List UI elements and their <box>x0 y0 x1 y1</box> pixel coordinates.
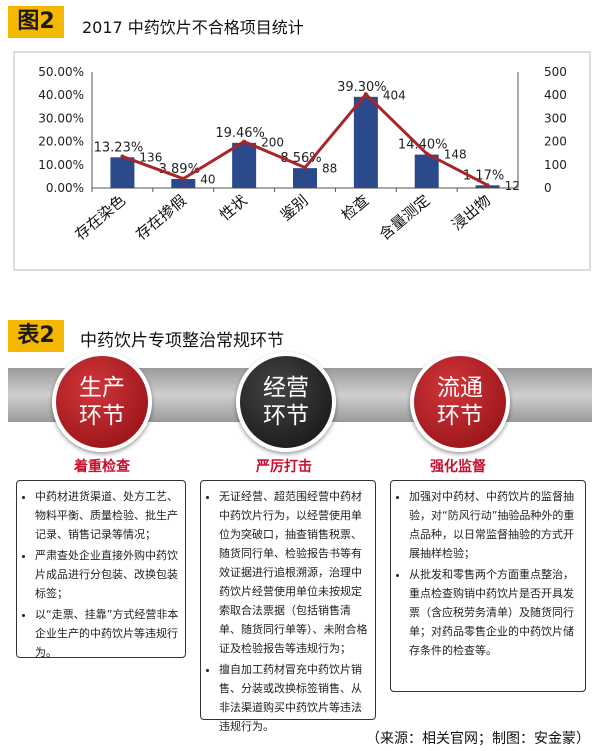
stage-circulation-circle: 流通 环节 <box>410 352 510 452</box>
bar-data-label: 13.23% <box>94 140 144 155</box>
bar-data-label: 39.30% <box>337 80 387 95</box>
stage-production-circle: 生产 环节 <box>52 352 152 452</box>
bar <box>353 96 378 188</box>
list-item: 从批发和零售两个方面重点整治，重点检查购销中药饮片是否开具发票（含应税劳务清单）… <box>409 565 579 660</box>
left-axis-tick-label: 30.00% <box>38 111 84 125</box>
line-point <box>363 92 368 97</box>
stage-production-heading: 着重检查 <box>74 459 130 475</box>
category-label: 浸出物 <box>448 191 494 234</box>
left-axis-tick-label: 50.00% <box>38 65 84 79</box>
stage-circulation-suffix: 环节 <box>437 403 483 429</box>
left-axis-tick-label: 40.00% <box>38 88 84 102</box>
category-label: 性状 <box>216 191 251 224</box>
bar-data-label: 14.40% <box>398 138 448 153</box>
figure-tag: 图2 <box>8 6 64 38</box>
line-data-label: 136 <box>139 150 162 164</box>
list-item: 加强对中药材、中药饮片的监督抽验，对“防风行动”抽验品种外的重点品种，以日常监督… <box>409 487 579 563</box>
line-point <box>424 151 429 156</box>
bar <box>171 178 196 188</box>
line-data-label: 40 <box>200 173 215 187</box>
list-item: 擅自加工药材冒充中药饮片销售、分装或改换标签销售、从非法渠道购买中药饮片等违法违… <box>219 660 369 736</box>
right-axis-tick-label: 0 <box>544 181 552 195</box>
list-item: 中药材进货渠道、处方工艺、物料平衡、质量检验、批生产记录、销售记录等情况； <box>35 487 179 544</box>
stage-business-box: 无证经营、超范围经营中药材中药饮片行为，以经营使用单位为突破口，抽查销售税票、随… <box>200 480 376 733</box>
category-label: 检查 <box>338 191 373 224</box>
chart-title: 2017 中药饮片不合格项目统计 <box>82 18 304 37</box>
bar <box>414 154 439 188</box>
stage-circulation-name: 流通 <box>437 375 483 401</box>
left-axis-tick-label: 0.00% <box>46 181 84 195</box>
line-data-label: 200 <box>261 136 284 150</box>
table-title: 中药饮片专项整治常规环节 <box>80 331 284 351</box>
category-label: 存在掺假 <box>132 191 190 243</box>
list-item: 以“走票、挂靠”方式经营非本企业生产的中药饮片等违规行为。 <box>35 605 179 662</box>
list-item: 严肃查处企业直接外购中药饮片成品进行分包装、改换包装标签； <box>35 546 179 603</box>
bar-data-label: 1.17% <box>463 168 504 183</box>
stage-business-circle: 经营 环节 <box>236 352 336 452</box>
line-data-label: 12 <box>505 179 520 193</box>
stage-business-name: 经营 <box>263 375 309 401</box>
combo-chart: 0.00% 10.00% 20.00% 30.00% 40.00% 50.00% 0 100 2… <box>13 51 591 271</box>
source-note: （来源：相关官网；制图：安金蒙） <box>366 731 590 747</box>
line-point <box>181 176 186 181</box>
chart-frame <box>13 51 591 271</box>
bar <box>293 168 317 188</box>
line-data-label: 148 <box>444 148 467 162</box>
bar-data-label: 3.89% <box>159 162 200 177</box>
stage-circulation-heading: 强化监督 <box>430 459 486 475</box>
stage-production-name: 生产 <box>79 375 125 401</box>
line-point <box>485 183 490 188</box>
stage-production-box: 中药材进货渠道、处方工艺、物料平衡、质量检验、批生产记录、销售记录等情况； 严肃… <box>16 480 186 659</box>
right-axis-tick-label: 500 <box>544 65 567 79</box>
line-point <box>242 139 247 144</box>
list-item: 无证经营、超范围经营中药材中药饮片行为，以经营使用单位为突破口，抽查销售税票、随… <box>219 487 369 658</box>
bar-data-label: 19.46% <box>215 126 265 141</box>
stage-business-heading: 严厉打击 <box>256 459 312 475</box>
category-label: 含量测定 <box>376 191 434 243</box>
line-data-label: 88 <box>322 162 337 176</box>
category-label: 鉴别 <box>277 191 312 224</box>
bar <box>232 142 257 188</box>
right-axis-tick-label: 100 <box>544 158 567 172</box>
line-point <box>303 165 307 170</box>
stage-circulation-box: 加强对中药材、中药饮片的监督抽验，对“防风行动”抽验品种外的重点品种，以日常监督… <box>390 480 586 692</box>
right-axis-tick-label: 300 <box>544 111 567 125</box>
stage-business-suffix: 环节 <box>263 403 309 429</box>
right-axis-tick-label: 200 <box>544 135 567 149</box>
line-data-label: 404 <box>383 88 406 102</box>
category-label: 存在染色 <box>71 191 129 243</box>
bar <box>110 157 135 188</box>
stage-production-suffix: 环节 <box>79 403 125 429</box>
line-point <box>120 154 125 159</box>
left-axis-tick-label: 20.00% <box>38 135 84 149</box>
left-axis-tick-label: 10.00% <box>38 158 84 172</box>
right-axis-tick-label: 400 <box>544 88 567 102</box>
table-tag: 表2 <box>8 320 64 352</box>
